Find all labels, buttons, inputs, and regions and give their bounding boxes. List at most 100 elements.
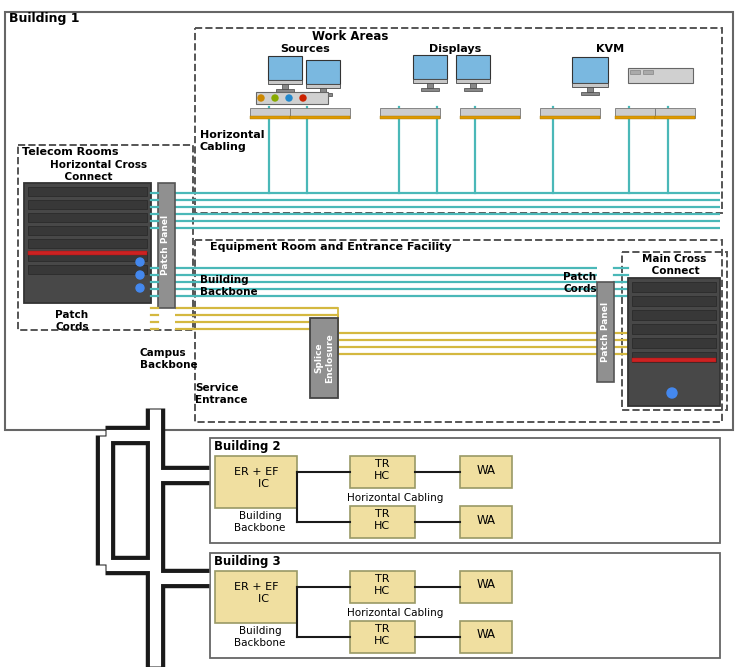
Bar [195, 28, 722, 213]
Bar [276, 89, 294, 92]
Bar [28, 265, 147, 274]
Text: Sources: Sources [280, 44, 330, 54]
Bar [460, 621, 512, 653]
Bar [615, 108, 655, 118]
Bar [632, 296, 716, 306]
Bar [24, 183, 151, 303]
Bar [268, 56, 302, 80]
Text: Equipment Room and Entrance Facility: Equipment Room and Entrance Facility [210, 242, 451, 252]
Bar [350, 456, 415, 488]
Bar [28, 239, 147, 248]
Bar [256, 92, 328, 104]
Text: TR
HC: TR HC [374, 459, 390, 481]
Bar [310, 318, 338, 398]
Bar [210, 438, 720, 543]
Bar [460, 116, 520, 119]
Text: Main Cross
 Connect: Main Cross Connect [642, 254, 706, 275]
Text: ER + EF
    IC: ER + EF IC [234, 467, 278, 489]
Circle shape [136, 284, 144, 292]
Text: Splice
Enclosure: Splice Enclosure [314, 333, 334, 383]
Bar [655, 116, 695, 119]
Bar [250, 116, 290, 119]
Bar [456, 79, 490, 83]
Bar [306, 84, 340, 88]
Text: Horizontal Cabling: Horizontal Cabling [347, 493, 443, 503]
Bar [28, 252, 147, 261]
Bar [350, 506, 415, 538]
Bar [632, 338, 716, 348]
Circle shape [300, 95, 306, 101]
Circle shape [136, 258, 144, 266]
Bar [460, 571, 512, 603]
Bar [306, 60, 340, 84]
Text: KVM: KVM [596, 44, 624, 54]
Bar [158, 183, 175, 308]
Text: Patch Panel: Patch Panel [600, 302, 610, 362]
Bar [622, 252, 727, 410]
Text: WA: WA [477, 578, 496, 592]
Circle shape [136, 271, 144, 279]
Bar [380, 108, 440, 118]
Bar [28, 200, 147, 209]
Bar [413, 79, 447, 83]
Bar [350, 621, 415, 653]
Bar [215, 456, 297, 508]
Bar [581, 92, 599, 95]
Bar [28, 251, 147, 255]
Text: WA: WA [477, 628, 496, 642]
Bar [28, 187, 147, 196]
Bar [290, 108, 350, 118]
Bar [210, 553, 720, 658]
Bar [597, 282, 614, 382]
Text: ER + EF
    IC: ER + EF IC [234, 582, 278, 604]
Text: Displays: Displays [429, 44, 481, 54]
Text: Building 2: Building 2 [214, 440, 280, 453]
Bar [380, 116, 440, 119]
Text: Horizontal Cabling: Horizontal Cabling [347, 608, 443, 618]
Text: Horizontal Cross
    Connect: Horizontal Cross Connect [50, 160, 147, 181]
Bar [643, 70, 653, 74]
Bar [632, 282, 716, 292]
Bar [460, 506, 512, 538]
Bar [470, 83, 476, 88]
Text: Building 1: Building 1 [9, 12, 79, 25]
Bar [290, 116, 350, 119]
Bar [540, 108, 600, 118]
Bar [314, 93, 332, 96]
Bar [572, 83, 608, 87]
Bar [460, 108, 520, 118]
Bar [628, 278, 720, 406]
Circle shape [667, 388, 677, 398]
Text: TR
HC: TR HC [374, 624, 390, 646]
Text: Service
Entrance: Service Entrance [195, 383, 247, 405]
Text: Building
Backbone: Building Backbone [200, 275, 258, 297]
Bar [655, 108, 695, 118]
Bar [456, 55, 490, 79]
Text: Patch Panel: Patch Panel [161, 215, 170, 275]
Bar [195, 240, 722, 422]
Text: Campus
Backbone: Campus Backbone [140, 348, 198, 370]
Text: TR
HC: TR HC [374, 509, 390, 531]
Bar [28, 226, 147, 235]
Text: Work Areas: Work Areas [312, 30, 388, 43]
Text: WA: WA [477, 514, 496, 526]
Bar [587, 87, 593, 92]
Text: WA: WA [477, 464, 496, 476]
Bar [250, 108, 290, 118]
Bar [421, 88, 439, 91]
Bar [540, 116, 600, 119]
Bar [632, 324, 716, 334]
Circle shape [286, 95, 292, 101]
Bar [215, 571, 297, 623]
Bar [630, 70, 640, 74]
Bar [427, 83, 433, 88]
Bar [18, 145, 193, 330]
Circle shape [272, 95, 278, 101]
Text: Patch
Cords: Patch Cords [563, 272, 597, 293]
Bar [413, 55, 447, 79]
Text: Building 3: Building 3 [214, 555, 280, 568]
Bar [5, 12, 733, 430]
Text: Horizontal
Cabling: Horizontal Cabling [200, 130, 264, 151]
Bar [28, 213, 147, 222]
Text: Telecom Rooms: Telecom Rooms [22, 147, 118, 157]
